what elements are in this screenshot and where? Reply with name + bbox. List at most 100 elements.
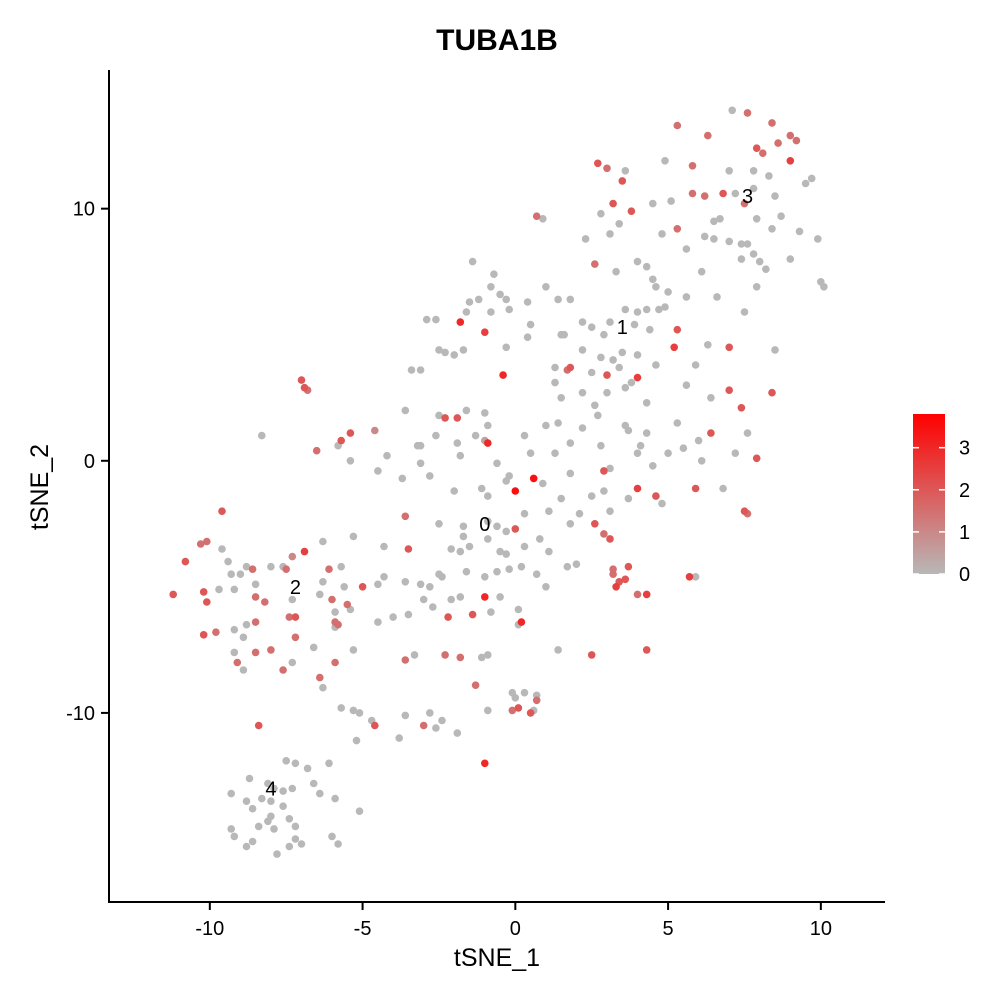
cell-point [542,283,550,291]
cell-point [429,603,437,611]
cell-point [591,520,599,528]
cell-point [523,298,532,306]
cell-point [230,832,239,841]
cell-point [655,305,663,314]
cell-point [218,545,226,553]
cell-point [511,525,520,533]
cell-point [462,406,471,415]
cell-point [261,598,269,606]
cell-point [462,567,471,576]
cell-point [273,850,281,858]
cell-point [203,537,211,546]
cell-point [242,620,251,629]
cell-point [603,371,611,379]
cell-point [621,305,630,314]
cell-point [441,651,449,659]
cell-point [688,162,697,170]
cell-point [786,157,795,165]
cell-point [319,537,327,546]
cell-point [422,315,431,324]
cell-point [462,308,471,316]
cell-point [679,444,688,453]
cell-point [542,583,550,591]
cell-point [465,542,474,551]
cell-point [575,509,584,518]
cell-point [505,305,513,314]
cell-point [285,842,294,851]
cell-point [346,429,355,437]
cell-point [542,421,550,430]
cell-point [566,439,575,447]
cell-point [606,535,614,543]
cell-point [212,628,220,636]
cell-point [471,431,480,440]
cell-point [416,459,425,468]
cell-point [288,658,297,667]
cell-point [227,570,235,578]
cell-point [331,608,339,616]
cell-point [554,646,562,654]
cell-point [383,451,391,460]
cell-point [316,590,324,599]
cell-point [352,736,361,745]
cell-point [435,346,443,354]
cell-point [288,595,297,604]
cell-point [242,797,251,805]
cell-point [649,199,657,208]
cell-point [532,696,541,705]
x-tick-label: 0 [510,918,521,940]
cell-point [624,562,633,571]
cell-point [267,562,275,571]
cell-point [508,706,517,715]
cell-point [227,825,235,833]
x-axis-title: tSNE_1 [454,944,540,972]
cell-point [673,121,682,130]
cell-point [502,343,511,352]
cell-point [691,361,700,369]
cell-point [578,318,587,326]
cell-point [786,131,795,140]
cell-point [401,578,410,586]
cell-point [328,832,336,841]
cell-point [236,570,245,578]
legend-colorbar [913,414,945,574]
cell-point [642,429,651,437]
cell-point [566,520,575,528]
cell-point [600,530,608,538]
cell-point [474,295,483,304]
cell-point [551,363,559,372]
cell-point [453,439,462,447]
cell-point [258,431,266,440]
cell-point [814,235,822,243]
cell-point [285,613,294,621]
cell-point [801,179,810,188]
cell-point [435,411,443,420]
cell-point [636,441,645,450]
cell-point [545,547,553,556]
cell-point [594,159,602,168]
cell-point [664,449,672,458]
cell-point [169,590,177,599]
cell-point [337,562,346,571]
cell-point [615,220,623,228]
cell-point [389,613,397,621]
cell-point [526,320,535,329]
cell-point [181,557,190,566]
cell-point [254,822,263,831]
cell-point [248,565,257,573]
cell-point [529,474,538,483]
cell-point [725,167,733,175]
cell-point [627,378,636,387]
cell-point [694,436,703,445]
cell-point [673,419,682,427]
cell-point [520,542,529,551]
chart-title: TUBA1B [436,24,558,57]
cell-point [752,215,761,223]
cell-point [612,267,620,276]
cell-point [661,157,669,165]
cell-point [707,429,715,437]
cell-point [456,318,465,326]
cell-point [737,404,746,412]
cell-point [520,688,529,697]
cell-point [691,484,700,493]
